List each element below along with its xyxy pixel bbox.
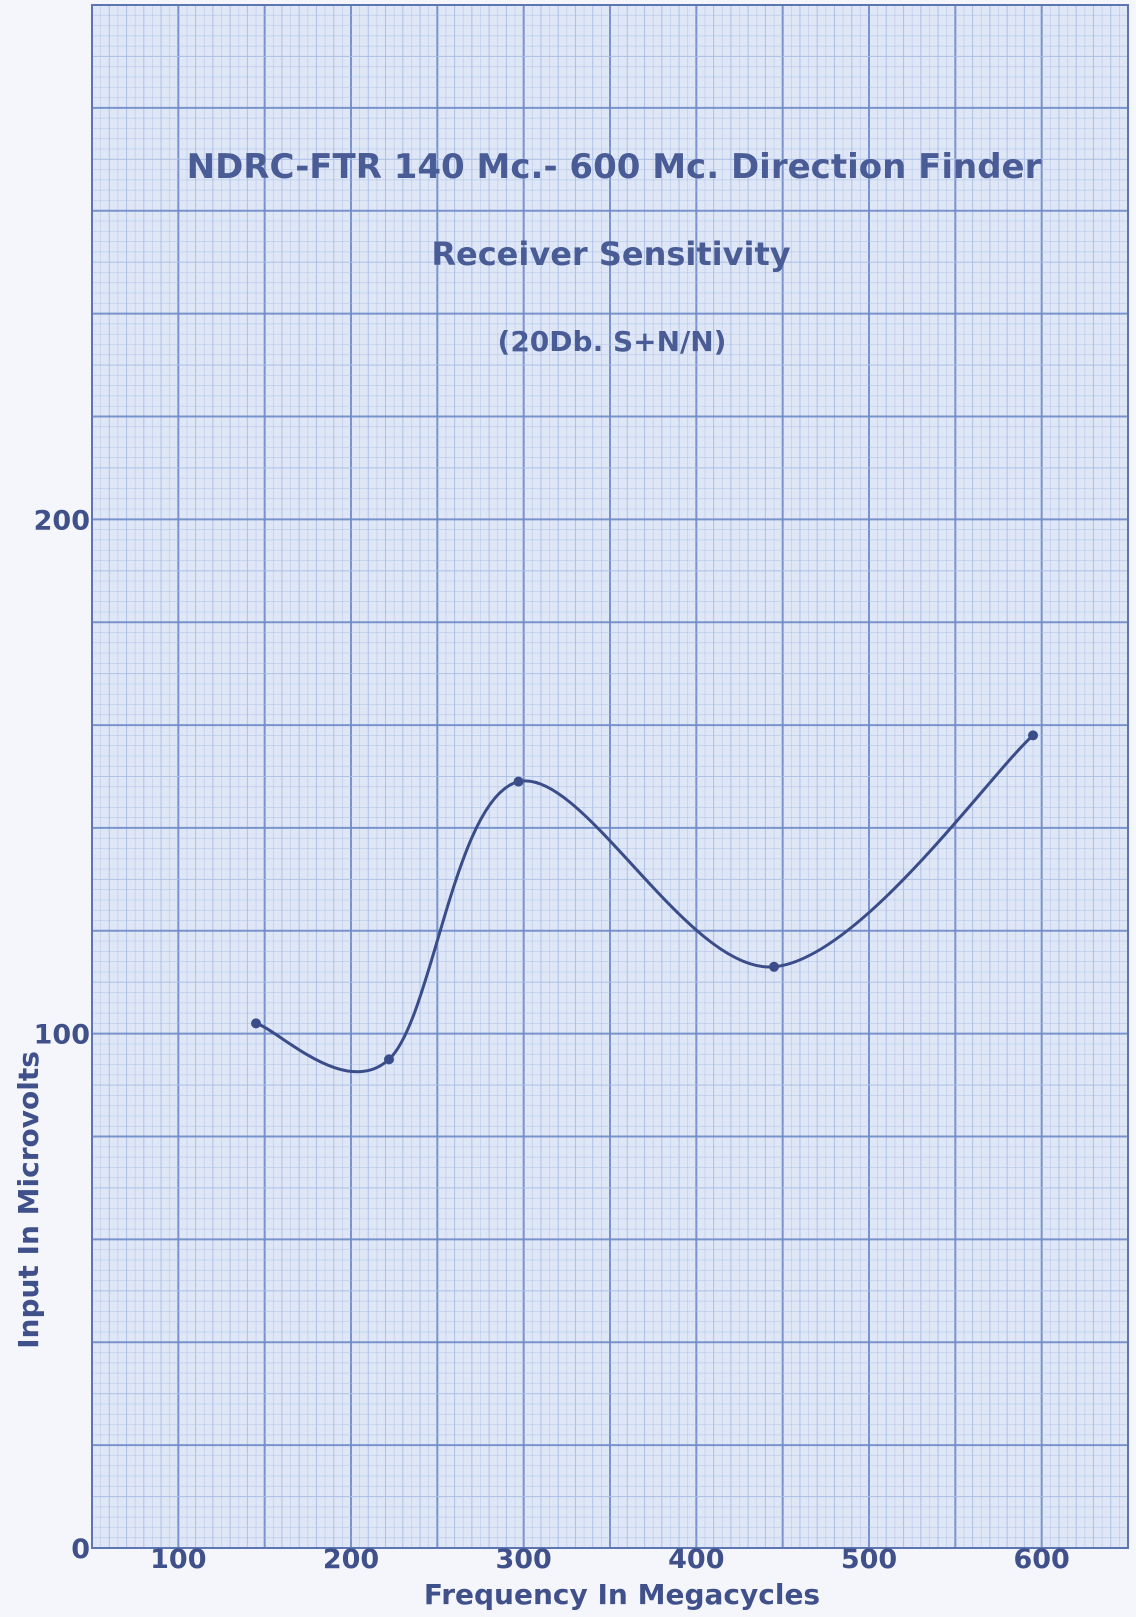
y-tick-label: 0	[71, 1534, 90, 1565]
grid	[91, 4, 1129, 1549]
data-point	[513, 776, 524, 787]
chart-subtitle-condition: (20Db. S+N/N)	[498, 325, 727, 358]
y-tick-label: 100	[34, 1020, 90, 1051]
data-point	[769, 961, 780, 972]
x-tick-label: 300	[495, 1544, 551, 1575]
data-point	[251, 1018, 262, 1029]
x-tick-label: 400	[668, 1544, 724, 1575]
x-tick-label: 100	[150, 1544, 206, 1575]
data-point	[383, 1054, 394, 1065]
chart-title: NDRC-FTR 140 Mc.- 600 Mc. Direction Find…	[187, 147, 1042, 187]
data-points	[251, 730, 1039, 1065]
plot-frame	[91, 4, 1129, 1549]
y-tick-labels: 0 100 200	[34, 505, 90, 1565]
x-tick-label: 200	[323, 1544, 379, 1575]
x-tick-label: 600	[1013, 1544, 1069, 1575]
x-tick-labels: 100 200 300 400 500 600	[150, 1544, 1070, 1575]
sensitivity-curve	[255, 734, 1035, 1074]
y-axis-label: Input In Microvolts	[12, 1051, 45, 1349]
chart-subtitle: Receiver Sensitivity	[431, 235, 790, 273]
y-tick-label: 200	[34, 505, 90, 536]
data-point	[1028, 730, 1039, 741]
x-tick-label: 500	[841, 1544, 897, 1575]
x-axis-label: Frequency In Megacycles	[424, 1578, 820, 1611]
